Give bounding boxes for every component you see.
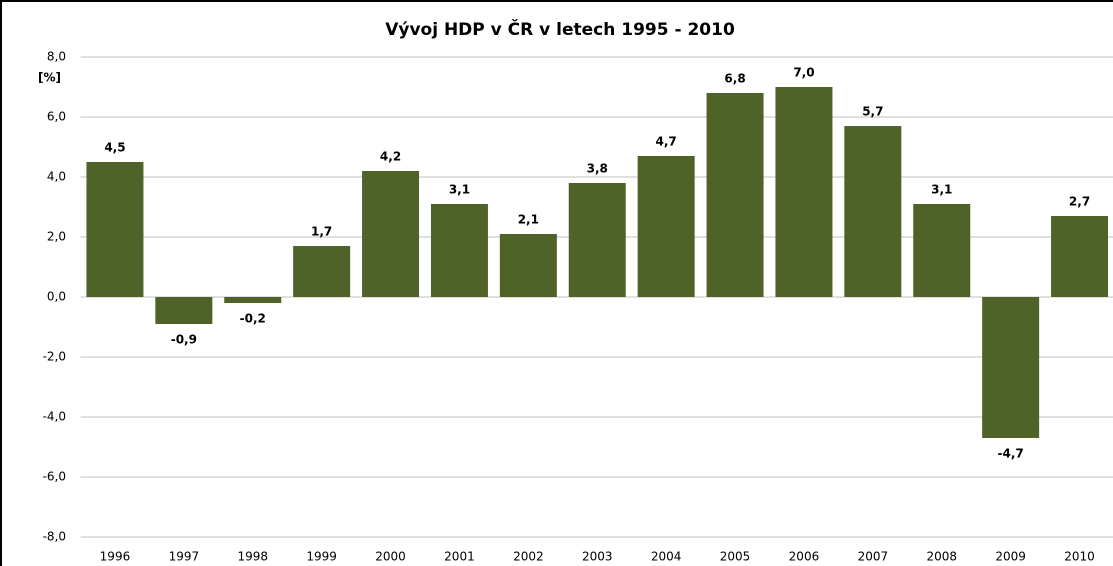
x-tick-label: 2005 [720, 550, 751, 564]
x-tick-label: 2010 [1064, 550, 1095, 564]
x-tick-label: 2004 [651, 550, 682, 564]
value-label: -4,7 [998, 447, 1024, 461]
y-tick-label: -6,0 [43, 470, 66, 484]
bar [86, 162, 144, 297]
x-tick-label: 2009 [995, 550, 1026, 564]
bar [568, 183, 626, 297]
value-label: 4,2 [380, 150, 401, 164]
value-label: 4,5 [104, 141, 125, 155]
x-tick-label: 1999 [306, 550, 337, 564]
y-tick-label: 6,0 [47, 110, 66, 124]
bar [155, 297, 213, 324]
value-label: 4,7 [656, 135, 677, 149]
value-label: 2,1 [518, 213, 539, 227]
bar [1051, 216, 1109, 297]
bar [775, 87, 833, 297]
bar [224, 297, 282, 303]
bar [913, 204, 971, 297]
x-tick-label: 2007 [858, 550, 889, 564]
value-label: 3,1 [449, 183, 470, 197]
x-tick-label: 2008 [926, 550, 957, 564]
value-label: 1,7 [311, 225, 332, 239]
y-tick-label: 4,0 [47, 170, 66, 184]
chart-title: Vývoj HDP v ČR v letech 1995 - 2010 [385, 18, 735, 40]
value-label: -0,2 [240, 312, 266, 326]
x-tick-label: 2002 [513, 550, 544, 564]
bar [499, 234, 557, 297]
x-tick-label: 2001 [444, 550, 475, 564]
bar [982, 297, 1040, 438]
y-axis-unit: [%] [38, 71, 61, 85]
value-label: 7,0 [793, 66, 814, 80]
value-label: 3,8 [587, 162, 608, 176]
value-label: 2,7 [1069, 195, 1090, 209]
bar [637, 156, 695, 297]
bar [362, 171, 420, 297]
x-tick-label: 1998 [237, 550, 268, 564]
value-label: 6,8 [724, 72, 745, 86]
x-tick-label: 1997 [169, 550, 200, 564]
value-label: 5,7 [862, 105, 883, 119]
x-tick-label: 1996 [100, 550, 131, 564]
y-tick-label: 2,0 [47, 230, 66, 244]
y-tick-label: -2,0 [43, 350, 66, 364]
bar [430, 204, 488, 297]
bar [293, 246, 351, 297]
bar [706, 93, 764, 297]
y-tick-label: -4,0 [43, 410, 66, 424]
y-tick-label: -8,0 [43, 530, 66, 544]
value-label: -0,9 [171, 333, 197, 347]
x-tick-label: 2006 [789, 550, 820, 564]
bar [844, 126, 902, 297]
y-tick-label: 0,0 [47, 290, 66, 304]
value-label: 3,1 [931, 183, 952, 197]
x-tick-label: 2003 [582, 550, 613, 564]
x-tick-label: 2000 [375, 550, 406, 564]
y-tick-label: 8,0 [47, 50, 66, 64]
